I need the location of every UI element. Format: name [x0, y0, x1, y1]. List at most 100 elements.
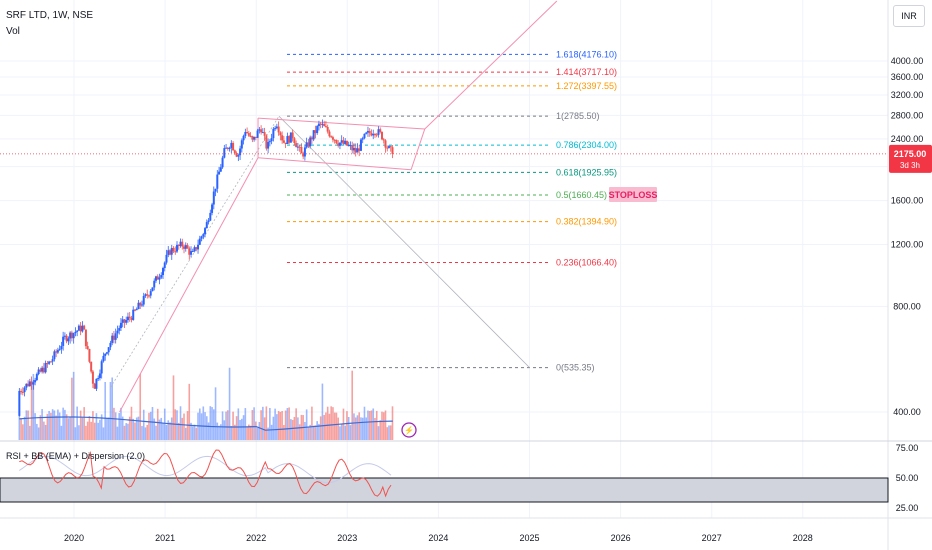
volume-bar: [27, 410, 29, 440]
volume-bar: [46, 413, 49, 440]
candle-body: [261, 132, 264, 134]
candle-body: [195, 247, 198, 250]
candle-body: [149, 291, 152, 296]
candle-body: [21, 391, 24, 393]
volume-bar: [55, 415, 57, 440]
candle-body: [163, 262, 166, 269]
candle-body: [246, 132, 249, 134]
volume-bar: [297, 417, 299, 440]
volume-bar: [365, 417, 368, 440]
candle-body: [359, 139, 362, 151]
volume-bar: [184, 427, 187, 440]
price-tick-label: 2800.00: [891, 110, 924, 120]
candle-body: [358, 148, 361, 151]
candle-body: [169, 250, 172, 255]
candle-body: [326, 126, 329, 132]
candle-body: [366, 130, 369, 133]
volume-bar: [135, 417, 138, 440]
volume-bar: [176, 410, 178, 440]
volume-legend[interactable]: Vol: [6, 26, 20, 37]
candle-body: [375, 134, 378, 136]
candle-body: [302, 153, 305, 157]
candle-body: [342, 140, 345, 144]
volume-bar: [127, 423, 129, 440]
volume-bar: [137, 416, 140, 440]
candle-body: [314, 130, 317, 134]
volume-bar: [328, 413, 331, 440]
candle-body: [310, 137, 313, 140]
volume-bar: [123, 425, 126, 440]
volume-bar: [321, 383, 324, 440]
volume-bar: [25, 410, 28, 440]
channel-projection-line: [424, 0, 558, 130]
candle-body: [177, 244, 180, 246]
volume-bar: [142, 409, 145, 440]
candle-body: [30, 381, 33, 385]
candle-body: [379, 129, 382, 132]
candle-body: [377, 129, 380, 135]
volume-bar: [305, 409, 308, 440]
candle-body: [221, 157, 224, 168]
volume-bar: [228, 367, 231, 440]
candle-body: [181, 241, 184, 247]
candle-body: [281, 135, 284, 141]
candle-body: [170, 247, 173, 255]
candle-body: [151, 287, 154, 292]
volume-bar: [244, 408, 247, 440]
candle-body: [372, 133, 375, 136]
candle-body: [41, 367, 44, 372]
fib-level-label: 1.618(4176.10): [556, 49, 617, 59]
candle-body: [18, 390, 21, 416]
volume-bar: [29, 425, 31, 440]
volume-bar: [374, 417, 376, 440]
rsi-band: [0, 477, 889, 503]
candle-body: [207, 220, 210, 223]
volume-bar: [74, 427, 77, 440]
volume-bar: [85, 425, 87, 440]
volume-bar: [118, 413, 120, 440]
volume-bar: [106, 418, 108, 440]
volume-bar: [307, 427, 310, 440]
volume-bar: [351, 370, 354, 440]
candle-body: [51, 359, 54, 362]
volume-bar: [363, 406, 366, 440]
rsi-indicator-title[interactable]: RSI + BB (EMA) + Dispersion (2.0): [6, 451, 146, 461]
time-tick-label: 2023: [337, 533, 357, 543]
rsi-line: [19, 449, 392, 498]
lightning-icon[interactable]: ⚡: [404, 425, 414, 435]
volume-bar: [214, 387, 217, 440]
currency-button[interactable]: INR: [893, 5, 925, 27]
volume-bar: [260, 410, 262, 440]
candle-body: [279, 132, 282, 136]
volume-bar: [104, 382, 106, 440]
candle-body: [197, 244, 200, 250]
candle-body: [391, 147, 394, 154]
time-tick-label: 2025: [519, 533, 539, 543]
candle-body: [111, 335, 114, 343]
price-tick-label: 3200.00: [891, 90, 924, 100]
volume-bar: [346, 411, 348, 440]
volume-bar: [128, 416, 131, 440]
stoploss-annotation-box: [609, 187, 657, 203]
volume-bar: [272, 416, 275, 440]
volume-bar: [23, 416, 26, 440]
candle-body: [330, 136, 333, 138]
volume-bar: [191, 426, 194, 440]
candle-body: [125, 320, 128, 323]
volume-bar: [253, 407, 255, 440]
rsi-tick-label: 50.00: [896, 473, 919, 483]
volume-bar: [170, 417, 173, 440]
candle-body: [384, 140, 387, 148]
volume-bar: [81, 417, 84, 440]
volume-bar: [279, 411, 282, 440]
volume-bar: [375, 410, 378, 440]
volume-bar: [144, 427, 147, 440]
candle-body: [161, 268, 164, 276]
candle-body: [76, 330, 79, 332]
volume-bar: [379, 420, 382, 440]
symbol-title[interactable]: SRF LTD, 1W, NSE: [6, 10, 94, 21]
alert-icon[interactable]: [401, 422, 417, 438]
candle-body: [156, 276, 159, 280]
